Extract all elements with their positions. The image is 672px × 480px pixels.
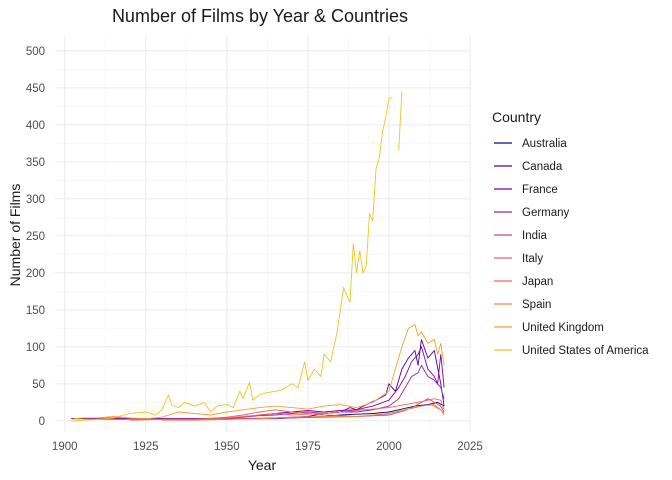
legend-label-spain: Spain: [522, 299, 551, 311]
y-tick-labels: 0 50 100 150 200 250 300 350 400 450 500: [26, 46, 45, 428]
y-tick-label: 0: [39, 416, 45, 428]
x-tick-label: 2025: [457, 441, 483, 453]
series-line-united-states-of-america: [71, 91, 403, 422]
y-tick-label: 50: [32, 379, 45, 391]
x-axis-title: Year: [248, 457, 277, 473]
y-tick-label: 200: [26, 268, 45, 280]
legend-label-japan: Japan: [522, 276, 553, 288]
x-tick-labels: 1900 1925 1950 1975 2000 2025: [52, 441, 483, 453]
y-tick-label: 400: [26, 120, 45, 132]
y-tick-label: 500: [26, 46, 45, 58]
series-line-spain: [162, 404, 445, 421]
grid: [55, 36, 471, 432]
legend-label-germany: Germany: [522, 207, 570, 219]
legend-label-united-states-of-america: United States of America: [522, 345, 649, 357]
legend-label-italy: Italy: [522, 253, 543, 265]
y-tick-label: 250: [26, 231, 45, 243]
legend-label-france: France: [522, 184, 558, 196]
series-line-india: [162, 398, 445, 420]
y-tick-label: 450: [26, 83, 45, 95]
series-line-australia: [71, 401, 445, 420]
legend-label-india: India: [522, 230, 548, 242]
y-tick-label: 300: [26, 194, 45, 206]
x-tick-label: 1950: [214, 441, 240, 453]
legend-label-united-kingdom: United Kingdom: [522, 322, 604, 334]
series-lines: [71, 91, 445, 422]
x-tick-label: 1900: [52, 441, 78, 453]
x-tick-label: 1925: [133, 441, 159, 453]
x-tick-label: 2000: [376, 441, 402, 453]
x-tick-label: 1975: [295, 441, 321, 453]
series-line-united-kingdom: [74, 324, 445, 420]
legend-label-australia: Australia: [522, 138, 567, 150]
legend-label-canada: Canada: [522, 161, 563, 173]
y-axis-title: Number of Films: [7, 184, 23, 287]
chart-title: Number of Films by Year & Countries: [112, 6, 408, 26]
y-tick-label: 150: [26, 305, 45, 317]
y-tick-label: 350: [26, 157, 45, 169]
legend-title: Country: [492, 109, 541, 125]
series-line-japan: [129, 398, 445, 421]
y-tick-label: 100: [26, 342, 45, 354]
legend: Country Australia Canada France Germany Indi…: [492, 109, 649, 357]
